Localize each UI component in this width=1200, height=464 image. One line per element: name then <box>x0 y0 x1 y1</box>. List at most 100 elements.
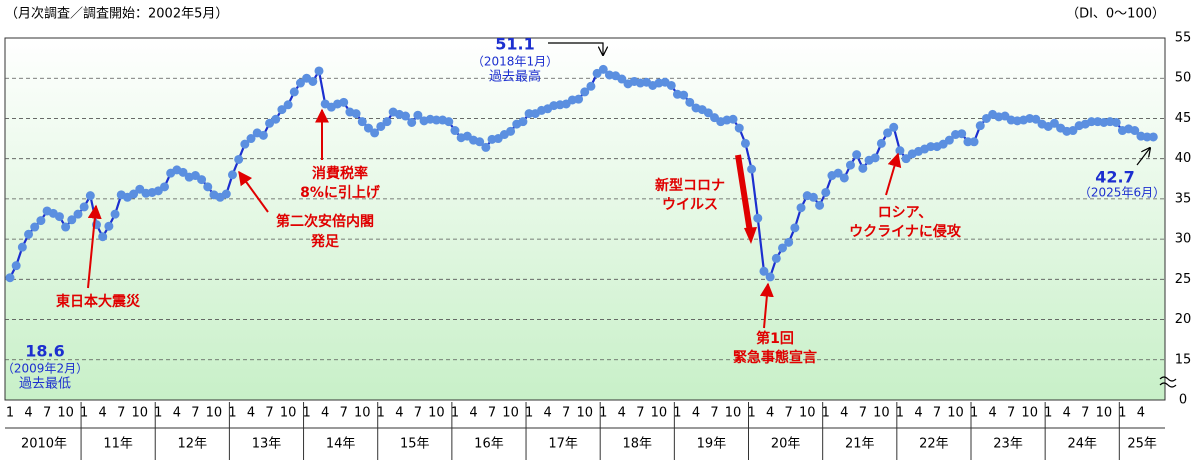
point <box>444 117 454 127</box>
month-label: 7 <box>562 406 570 421</box>
month-label: 7 <box>933 406 941 421</box>
point <box>73 209 83 219</box>
point <box>734 123 744 133</box>
point <box>679 90 689 100</box>
point <box>1031 114 1041 124</box>
point <box>85 191 95 201</box>
point <box>765 272 775 282</box>
point <box>363 123 373 133</box>
point <box>771 253 781 263</box>
point <box>1000 111 1010 121</box>
year-label: 2010年 <box>21 437 67 452</box>
point <box>462 131 472 141</box>
month-label: 10 <box>1021 406 1038 421</box>
arrow <box>1136 148 1150 166</box>
point <box>413 110 423 120</box>
annotation: ロシア、 <box>878 205 933 221</box>
annotation: 8%に引上げ <box>300 185 381 201</box>
point <box>178 167 188 177</box>
point <box>969 137 979 147</box>
point <box>450 126 460 136</box>
month-label: 1 <box>6 406 14 421</box>
month-label: 1 <box>451 406 459 421</box>
month-label: 4 <box>247 406 255 421</box>
month-label: 4 <box>692 406 700 421</box>
point <box>1148 132 1158 142</box>
point <box>110 209 120 219</box>
month-label: 4 <box>914 406 922 421</box>
point <box>784 237 794 247</box>
point <box>586 81 596 91</box>
point <box>790 223 800 233</box>
arrow <box>238 170 269 213</box>
month-label: 7 <box>636 406 644 421</box>
month-label: 4 <box>395 406 403 421</box>
point <box>889 122 899 132</box>
point <box>197 175 207 185</box>
point <box>54 212 64 222</box>
chart-title: （月次調査／調査開始：2002年5月） <box>5 6 228 22</box>
month-label: 10 <box>799 406 816 421</box>
year-label: 25年 <box>1127 437 1157 452</box>
point <box>61 222 71 232</box>
annotation: 発足 <box>310 233 340 250</box>
point <box>1049 118 1059 128</box>
annotation: 消費税率 <box>312 165 368 182</box>
point <box>845 160 855 170</box>
month-label: 4 <box>24 406 32 421</box>
plot-background <box>5 38 1165 400</box>
arrow <box>885 152 902 196</box>
y-tick-label: 55 <box>1175 31 1192 46</box>
month-label: 1 <box>896 406 904 421</box>
month-label: 10 <box>57 406 74 421</box>
annotation: 新型コロナ <box>655 177 725 194</box>
point <box>808 192 818 202</box>
month-label: 4 <box>99 406 107 421</box>
y-tick-label: 0 <box>1179 393 1187 408</box>
month-label: 10 <box>651 406 668 421</box>
point <box>481 142 491 152</box>
point <box>265 118 275 128</box>
point <box>67 215 77 225</box>
month-label: 4 <box>840 406 848 421</box>
annotation: （2009年2月） <box>2 362 88 376</box>
month-label: 7 <box>785 406 793 421</box>
point <box>221 189 231 199</box>
point <box>561 99 571 109</box>
month-label: 10 <box>576 406 593 421</box>
y-tick-label: 50 <box>1175 71 1192 86</box>
y-tick-label: 30 <box>1175 232 1192 247</box>
point <box>24 229 34 239</box>
month-label: 4 <box>544 406 552 421</box>
month-label: 4 <box>469 406 477 421</box>
month-label: 7 <box>710 406 718 421</box>
month-label: 10 <box>947 406 964 421</box>
month-label: 7 <box>191 406 199 421</box>
y-tick-label: 40 <box>1175 151 1192 166</box>
annotation: 第二次安倍内閣 <box>276 213 374 230</box>
annotation: ウイルス <box>662 197 718 213</box>
point <box>295 78 305 88</box>
year-label: 11年 <box>103 437 133 452</box>
point <box>617 74 627 84</box>
month-label: 7 <box>265 406 273 421</box>
year-label: 23年 <box>993 437 1023 452</box>
point <box>104 221 114 231</box>
month-label: 4 <box>618 406 626 421</box>
point <box>901 154 911 164</box>
point <box>1111 117 1121 127</box>
point <box>858 163 868 173</box>
month-label: 1 <box>80 406 88 421</box>
point <box>778 243 787 253</box>
axis-break-mark <box>1159 382 1177 388</box>
point <box>79 202 89 212</box>
month-label: 7 <box>859 406 867 421</box>
arrow <box>548 42 603 55</box>
point <box>957 129 967 139</box>
point <box>944 135 954 145</box>
month-label: 4 <box>988 406 996 421</box>
arrow <box>87 204 102 289</box>
year-label: 13年 <box>252 437 282 452</box>
year-label: 14年 <box>326 437 356 452</box>
year-label: 20年 <box>771 437 801 452</box>
